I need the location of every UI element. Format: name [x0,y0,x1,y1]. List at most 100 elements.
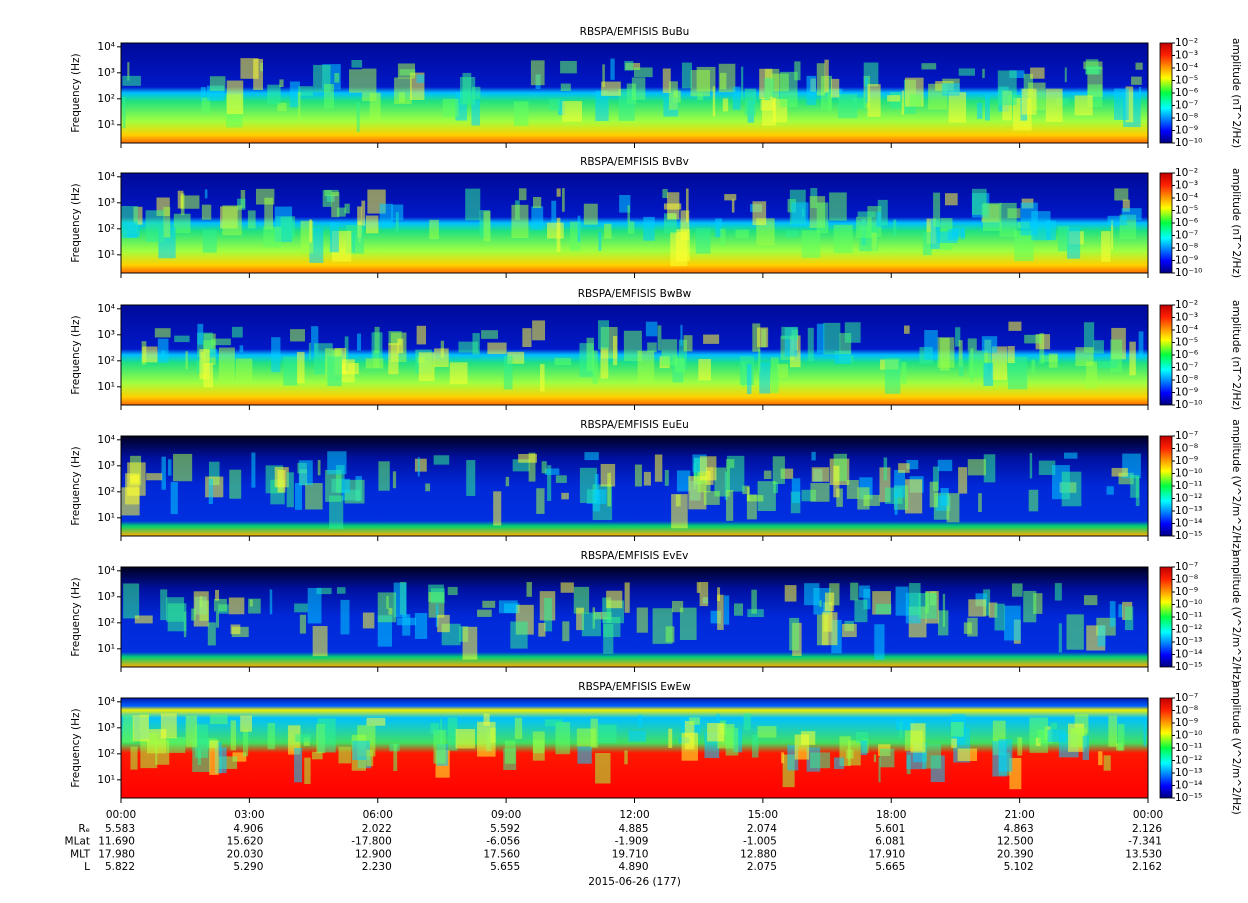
spectrogram-texture [627,205,630,222]
spectrogram-texture [1109,601,1116,627]
ephemeris-value: 5.102 [1004,861,1034,873]
y-tick-label: 10⁴ [97,171,115,183]
spectrogram-texture [668,728,673,749]
ephemeris-value: 11.690 [98,836,135,848]
y-tick-label: 10⁴ [97,434,115,446]
y-tick-label: 10² [97,93,115,105]
spectrogram-texture [699,582,709,607]
spectrogram-texture [933,466,939,491]
spectrogram-texture [1011,583,1023,597]
spectrogram-texture [1114,188,1129,201]
spectrogram-texture [286,472,294,508]
spectrogram-texture [127,62,130,81]
x-tick-label: 09:00 [491,809,521,821]
spectrogram-texture [518,453,538,463]
spectrogram-texture [1009,70,1025,79]
colorbar-label: amplitude (nT^2/Hz) [1230,38,1242,148]
spectrogram-texture [744,88,757,116]
spectrogram-texture [1118,604,1123,618]
spectrogram-texture [402,614,411,636]
spectrogram-texture [647,342,657,353]
spectrogram-texture [229,469,242,499]
spectrogram-texture [603,624,614,654]
spectrogram-texture [628,730,646,742]
spectrogram-texture [269,589,273,615]
spectrogram-texture [1129,341,1136,376]
spectrogram-texture [598,231,602,252]
spectrogram-texture [905,479,923,514]
spectrogram-texture [623,330,642,362]
spectrogram-texture [316,587,332,595]
spectrogram-texture [746,495,764,502]
spectrogram-texture [173,453,193,482]
colorbar-tick-label: 10⁻⁴ [1175,324,1198,336]
spectrogram-texture [481,330,498,339]
spectrogram-texture [377,615,393,647]
y-tick-label: 10² [97,748,115,760]
spectrogram-texture [982,202,1002,232]
colorbar-label: amplitude (nT^2/Hz) [1230,168,1242,278]
spectrogram-texture [1007,346,1015,364]
spectrogram-texture [807,327,814,362]
spectrogram-texture [483,211,491,242]
spectrogram-texture [607,472,612,507]
spectrogram-texture [784,585,797,602]
spectrogram-texture [379,203,393,229]
spectrogram-texture [592,490,600,512]
ephemeris-value: -1.909 [615,836,649,848]
spectrogram-texture [624,582,630,613]
spectrogram-texture [556,188,561,197]
spectrogram-texture [874,624,885,660]
colorbar-label: amplitude (V^2/m^2/Hz) [1230,550,1242,683]
ephemeris-value: 2.075 [747,861,777,873]
x-tick-label: 21:00 [1004,809,1034,821]
colorbar-tick-label: 10⁻¹⁴ [1175,518,1202,530]
colorbar-tick-label: 10⁻¹⁰ [1175,137,1202,149]
spectrogram-texture [894,470,905,498]
colorbar-tick-label: 10⁻² [1175,37,1198,49]
spectrogram-texture [536,488,545,514]
x-tick-label: 03:00 [234,809,264,821]
spectrogram-texture [850,582,859,601]
spectrogram-texture [876,211,882,228]
spectrogram-texture [1067,227,1081,259]
spectrogram-texture [770,78,774,97]
spectrogram-texture [1030,67,1045,79]
spectrogram-texture [733,603,743,616]
spectrogram-texture [627,221,635,234]
spectrogram-texture [683,335,693,352]
spectrogram-texture [209,76,226,91]
spectrogram-texture [633,67,653,78]
spectrogram-texture [1082,735,1090,760]
spectrogram-texture [1047,729,1067,742]
spectrogram-texture [352,740,370,761]
ephemeris-value: -6.056 [486,836,520,848]
spectrogram-texture [967,617,978,637]
colorbar-tick-label: 10⁻⁵ [1175,75,1198,87]
spectrogram-texture [681,732,698,761]
y-tick-label: 10² [97,355,115,367]
spectrogram-texture [998,739,1013,772]
spectrogram-texture [205,476,224,498]
spectrogram-texture [304,757,311,785]
spectrogram-texture [442,98,459,117]
spectrogram-texture [547,465,552,501]
spectrogram-texture [1058,226,1070,252]
spectrogram-texture [231,326,243,338]
y-tick-label: 10¹ [97,512,115,524]
spectrogram-texture [1020,202,1038,236]
spectrogram-texture [816,323,825,353]
spectrogram-texture [824,59,829,93]
ephemeris-value: 12.900 [355,848,392,860]
spectrogram-texture [839,333,852,355]
y-tick-label: 10³ [97,591,115,603]
colorbar-tick-label: 10⁻² [1175,299,1198,311]
spectrogram-texture [837,94,858,119]
spectrogram-texture [541,461,547,474]
spectrogram-texture [247,210,256,229]
spectrogram-texture [511,204,529,239]
x-tick-label: 18:00 [876,809,906,821]
spectrogram-texture [312,626,328,657]
spectrogram-texture [122,97,126,129]
spectrogram-texture [1064,67,1067,83]
